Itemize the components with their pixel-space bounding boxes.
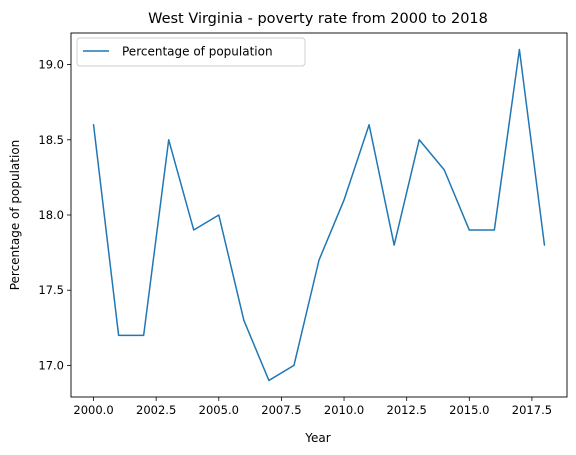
data-point <box>143 335 145 337</box>
data-point <box>519 49 521 51</box>
data-point <box>418 139 420 141</box>
data-point <box>193 229 195 231</box>
y-tick-label: 17.5 <box>38 283 64 297</box>
chart-title: West Virginia - poverty rate from 2000 t… <box>148 11 488 27</box>
y-tick-label: 17.0 <box>38 358 64 372</box>
data-point <box>268 380 270 382</box>
data-point <box>368 124 370 126</box>
data-point <box>544 244 546 246</box>
data-point <box>168 139 170 141</box>
x-axis-label: Year <box>304 431 330 445</box>
x-tick-label: 2002.5 <box>136 403 176 417</box>
data-point <box>494 229 496 231</box>
data-point <box>444 169 446 171</box>
y-tick-label: 18.5 <box>38 133 64 147</box>
data-point <box>93 124 95 126</box>
legend: Percentage of population <box>76 37 306 67</box>
legend-label: Percentage of population <box>122 45 273 59</box>
x-tick-label: 2005.0 <box>199 403 239 417</box>
data-point <box>343 199 345 201</box>
data-point <box>318 259 320 261</box>
x-tick-label: 2017.5 <box>512 403 552 417</box>
x-axis: 2000.0 2002.5 2005.0 2007.5 2010.0 2012.5 2015… <box>73 397 552 417</box>
legend-box <box>76 37 306 67</box>
series-line-0 <box>92 48 546 382</box>
y-tick-label: 18.0 <box>38 208 64 222</box>
y-axis: 17.0 17.5 18.0 18.5 19.0 <box>38 58 71 372</box>
plot-frame <box>70 32 568 398</box>
x-tick-label: 2010.0 <box>324 403 364 417</box>
x-tick-label: 2007.5 <box>261 403 301 417</box>
data-point <box>118 335 120 337</box>
y-tick-label: 19.0 <box>38 58 64 72</box>
data-point <box>393 244 395 246</box>
data-point <box>218 214 220 216</box>
x-tick-label: 2000.0 <box>73 403 113 417</box>
data-point <box>293 365 295 367</box>
data-point <box>469 229 471 231</box>
x-tick-label: 2012.5 <box>387 403 427 417</box>
y-axis-label: Percentage of population <box>8 140 22 291</box>
series-layer <box>92 48 546 382</box>
data-point <box>243 320 245 322</box>
x-tick-label: 2015.0 <box>449 403 489 417</box>
